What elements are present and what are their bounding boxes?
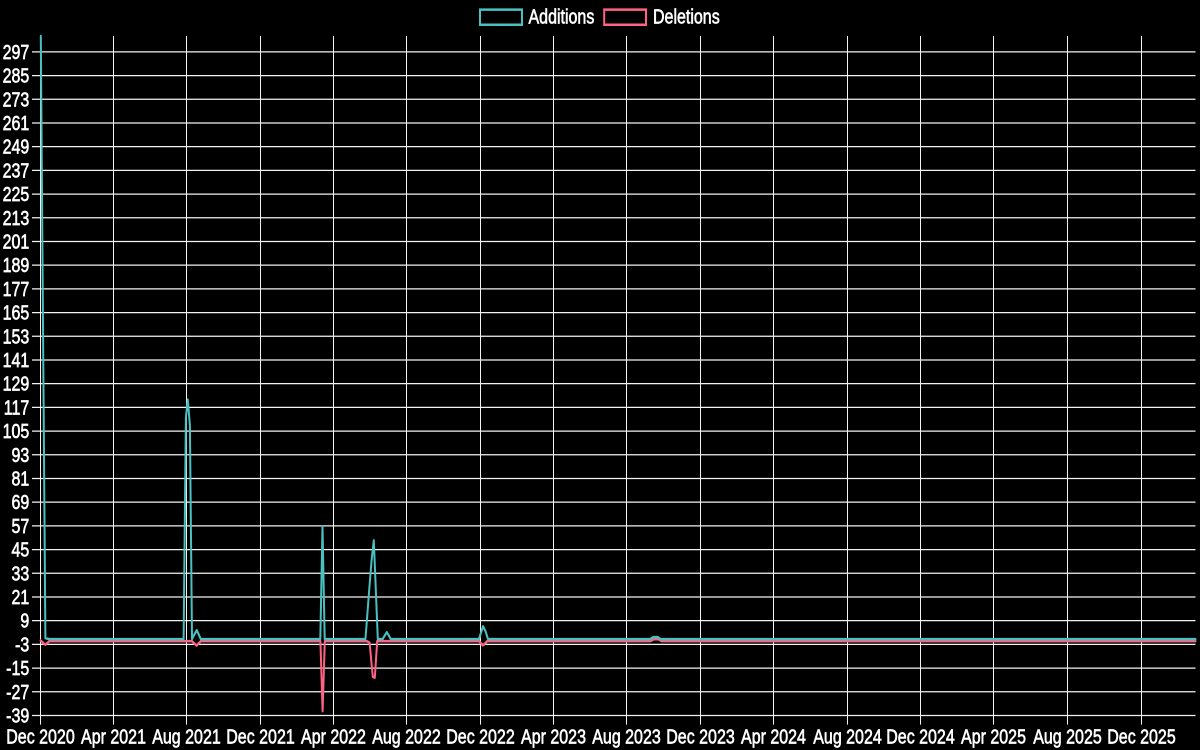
svg-text:Dec 2022: Dec 2022 (446, 726, 514, 748)
svg-text:9: 9 (20, 610, 29, 632)
svg-text:Apr 2021: Apr 2021 (81, 726, 146, 748)
svg-text:Deletions: Deletions (653, 6, 720, 28)
svg-text:Dec 2020: Dec 2020 (6, 726, 74, 748)
svg-text:Dec 2025: Dec 2025 (1107, 726, 1175, 748)
svg-text:201: 201 (3, 231, 30, 253)
svg-text:141: 141 (3, 349, 30, 371)
svg-text:33: 33 (11, 563, 29, 585)
svg-text:-27: -27 (6, 681, 29, 703)
svg-text:249: 249 (3, 136, 30, 158)
svg-text:Aug 2024: Aug 2024 (813, 726, 882, 748)
svg-text:Apr 2025: Apr 2025 (961, 726, 1026, 748)
svg-text:-39: -39 (6, 705, 29, 727)
svg-text:129: 129 (3, 373, 30, 395)
svg-text:189: 189 (3, 255, 30, 277)
svg-text:177: 177 (3, 278, 30, 300)
svg-text:57: 57 (11, 515, 29, 537)
svg-text:117: 117 (4, 397, 30, 419)
svg-text:93: 93 (11, 444, 29, 466)
svg-text:285: 285 (3, 65, 30, 87)
svg-text:-15: -15 (6, 657, 29, 679)
svg-text:81: 81 (11, 468, 29, 490)
svg-text:Apr 2024: Apr 2024 (741, 726, 806, 748)
svg-text:Aug 2022: Aug 2022 (372, 726, 441, 748)
svg-text:165: 165 (3, 302, 30, 324)
svg-text:69: 69 (11, 492, 29, 514)
svg-text:237: 237 (3, 160, 30, 182)
svg-text:297: 297 (3, 41, 30, 63)
svg-text:213: 213 (3, 207, 30, 229)
svg-text:Dec 2021: Dec 2021 (226, 726, 294, 748)
svg-text:Aug 2025: Aug 2025 (1033, 726, 1102, 748)
svg-text:Aug 2021: Aug 2021 (152, 726, 221, 748)
svg-text:153: 153 (3, 326, 30, 348)
svg-text:273: 273 (3, 89, 30, 111)
svg-text:225: 225 (3, 183, 30, 205)
svg-text:45: 45 (11, 539, 29, 561)
svg-text:261: 261 (3, 112, 30, 134)
svg-text:Dec 2024: Dec 2024 (886, 726, 954, 748)
svg-text:Dec 2023: Dec 2023 (666, 726, 734, 748)
svg-text:21: 21 (11, 586, 29, 608)
svg-text:105: 105 (3, 420, 30, 442)
svg-text:Additions: Additions (529, 6, 595, 28)
svg-text:Apr 2023: Apr 2023 (521, 726, 586, 748)
svg-text:Apr 2022: Apr 2022 (301, 726, 366, 748)
svg-text:Aug 2023: Aug 2023 (592, 726, 661, 748)
svg-text:-3: -3 (15, 634, 29, 656)
